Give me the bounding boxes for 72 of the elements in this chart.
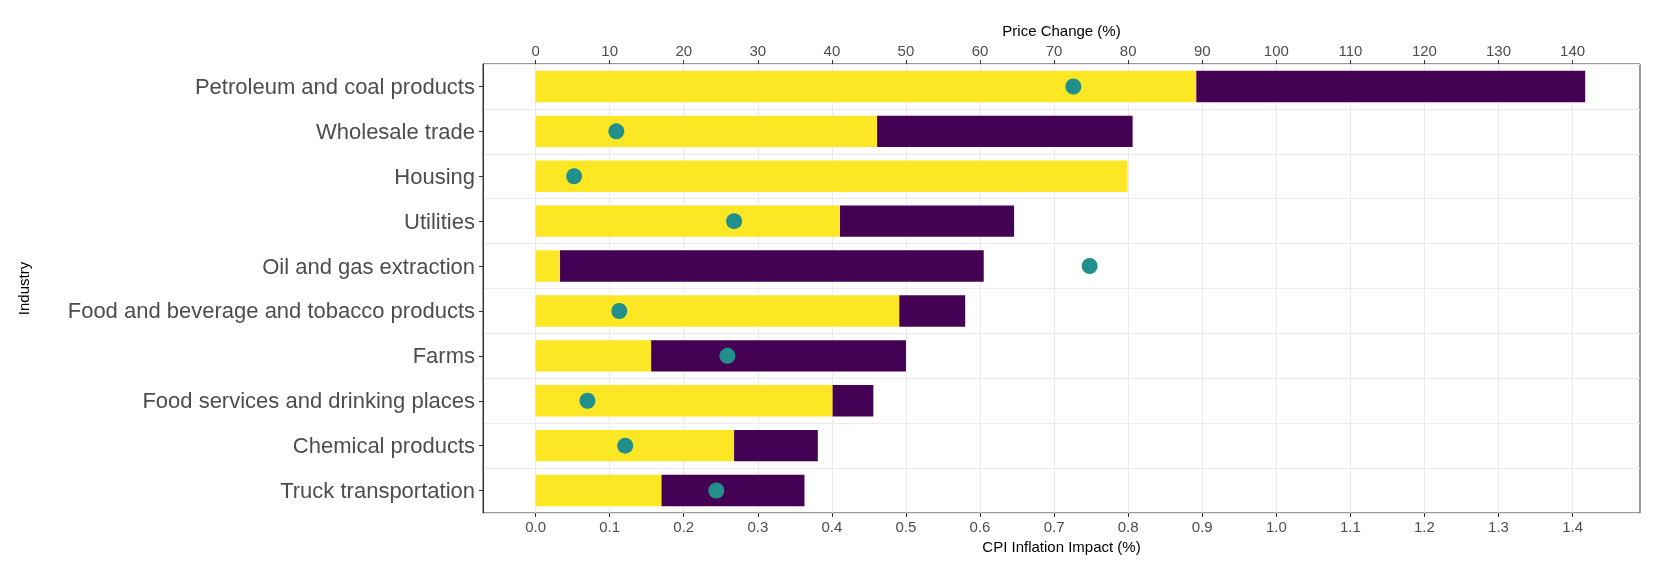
- bar: [535, 250, 561, 282]
- bar: [535, 340, 652, 372]
- bar: [734, 429, 818, 462]
- bar: [535, 429, 735, 462]
- x2-tick-label: 140: [1560, 42, 1586, 59]
- bar: [832, 385, 874, 417]
- x-tick-label: 0.7: [1043, 518, 1065, 535]
- y-tick-label: Utilities: [404, 208, 475, 234]
- y-tick-label: Farms: [412, 343, 475, 369]
- y-tick-label: Housing: [394, 163, 475, 189]
- point: [1065, 78, 1082, 95]
- bar: [535, 160, 1128, 192]
- y-tick-label: Food and beverage and tobacco products: [67, 298, 475, 324]
- x-tick-label: 0.8: [1117, 518, 1139, 535]
- bar: [535, 205, 841, 237]
- bar: [535, 474, 662, 507]
- bar: [899, 295, 966, 327]
- x-tick-label: 1.3: [1488, 518, 1509, 535]
- x-axis-title: CPI Inflation Impact (%): [982, 537, 1141, 555]
- point: [708, 482, 725, 499]
- x2-tick-label: 20: [675, 42, 693, 59]
- bar: [560, 250, 984, 282]
- point: [719, 347, 736, 364]
- y-tick-label: Wholesale trade: [316, 118, 475, 144]
- x2-tick-label: 0: [531, 42, 540, 59]
- point: [566, 168, 583, 185]
- x2-tick-label: 90: [1193, 42, 1211, 59]
- bar: [651, 340, 906, 372]
- y-tick-label: Food services and drinking places: [142, 388, 475, 414]
- point: [579, 392, 596, 409]
- bar: [535, 115, 878, 148]
- point: [617, 437, 634, 454]
- y-tick-label: Truck transportation: [280, 478, 475, 504]
- bar: [535, 70, 1197, 103]
- bar: [661, 474, 805, 507]
- x2-tick-label: 10: [601, 42, 619, 59]
- x2-tick-label: 40: [823, 42, 841, 59]
- x-tick-label: 0.6: [969, 518, 991, 535]
- y-tick-label: Chemical products: [292, 433, 475, 459]
- point: [726, 213, 743, 230]
- y-tick-label: Petroleum and coal products: [194, 73, 475, 99]
- x-tick-label: 1.0: [1265, 518, 1287, 535]
- point: [608, 123, 625, 140]
- bar: [877, 115, 1133, 148]
- x-tick-label: 0.5: [895, 518, 917, 535]
- x2-tick-label: 60: [971, 42, 989, 59]
- x-tick-label: 0.9: [1191, 518, 1213, 535]
- point: [611, 302, 628, 319]
- y-axis-title: Industry: [15, 261, 32, 316]
- bar: [535, 385, 833, 417]
- bar: [1196, 70, 1586, 103]
- x2-tick-label: 80: [1119, 42, 1137, 59]
- x-tick-label: 1.4: [1562, 518, 1584, 535]
- x-tick-label: 0.1: [599, 518, 621, 535]
- x2-tick-label: 70: [1045, 42, 1063, 59]
- x2-tick-label: 50: [897, 42, 915, 59]
- x-tick-label: 1.1: [1339, 518, 1361, 535]
- x2-tick-label: 130: [1486, 42, 1512, 59]
- bar: [840, 205, 1015, 237]
- x-tick-label: 0.2: [673, 518, 695, 535]
- x2-tick-label: 100: [1263, 42, 1289, 59]
- x-tick-label: 0.3: [747, 518, 769, 535]
- bar: [535, 295, 900, 327]
- x2-tick-label: 120: [1411, 42, 1437, 59]
- x2-axis-title: Price Change (%): [1002, 22, 1121, 40]
- x2-tick-label: 30: [749, 42, 767, 59]
- y-tick-label: Oil and gas extraction: [262, 253, 475, 279]
- point: [1081, 258, 1098, 275]
- x-tick-label: 0.4: [821, 518, 843, 535]
- x2-tick-label: 110: [1338, 42, 1363, 59]
- x-tick-label: 0.0: [525, 518, 547, 535]
- x-tick-label: 1.2: [1414, 518, 1435, 535]
